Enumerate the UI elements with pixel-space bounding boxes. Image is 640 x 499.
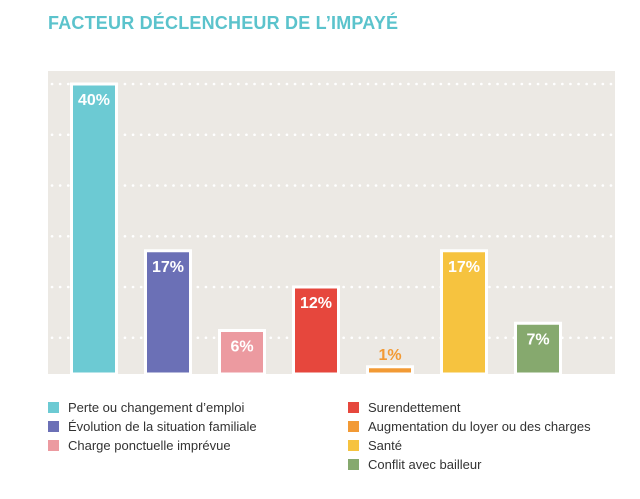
chart-title: FACTEUR DÉCLENCHEUR DE L’IMPAYÉ <box>48 13 399 33</box>
legend-left: Perte ou changement d’emploi Évolution d… <box>48 398 257 455</box>
legend-item: Perte ou changement d’emploi <box>48 398 257 417</box>
legend-item: Santé <box>348 436 591 455</box>
legend-label: Conflit avec bailleur <box>368 457 482 472</box>
bar-value-label: 17% <box>152 259 184 276</box>
legend-item: Évolution de la situation familiale <box>48 417 257 436</box>
bar <box>218 329 266 376</box>
bar-value-label: 1% <box>378 347 401 364</box>
legend-swatch <box>48 402 59 413</box>
bar-value-label: 17% <box>448 259 480 276</box>
legend-swatch <box>348 440 359 451</box>
legend-label: Augmentation du loyer ou des charges <box>368 419 591 434</box>
bar-value-label: 40% <box>78 92 110 109</box>
legend-label: Surendettement <box>368 400 461 415</box>
bar <box>292 285 340 376</box>
legend-label: Charge ponctuelle imprévue <box>68 438 231 453</box>
legend-label: Santé <box>368 438 402 453</box>
bars <box>70 82 562 376</box>
legend-item: Surendettement <box>348 398 591 417</box>
legend-item: Charge ponctuelle imprévue <box>48 436 257 455</box>
legend-item: Conflit avec bailleur <box>348 455 591 474</box>
legend-item: Augmentation du loyer ou des charges <box>348 417 591 436</box>
bar <box>366 365 414 376</box>
legend-swatch <box>348 459 359 470</box>
bar-value-label: 12% <box>300 295 332 312</box>
bar <box>144 249 192 376</box>
legend-swatch <box>348 421 359 432</box>
legend-swatch <box>48 440 59 451</box>
legend-swatch <box>348 402 359 413</box>
legend-label: Évolution de la situation familiale <box>68 419 257 434</box>
bar <box>440 249 488 376</box>
legend-swatch <box>48 421 59 432</box>
bar <box>514 321 562 376</box>
bar <box>70 82 118 376</box>
bar-value-label: 6% <box>230 339 253 356</box>
bar-labels: 40% 17% 6% 12% 1% 17% 7% <box>78 92 550 364</box>
legend-right: Surendettement Augmentation du loyer ou … <box>348 398 591 474</box>
bar-value-label: 7% <box>526 331 549 348</box>
legend-label: Perte ou changement d’emploi <box>68 400 245 415</box>
